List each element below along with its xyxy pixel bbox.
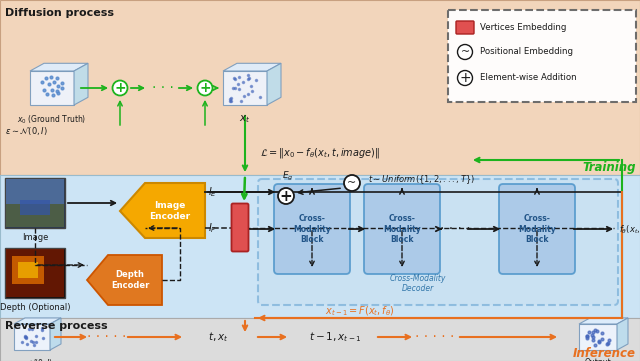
Text: Training: Training	[582, 161, 636, 174]
Text: Inference: Inference	[573, 347, 636, 360]
FancyBboxPatch shape	[232, 204, 248, 252]
Bar	[18, 262, 38, 278]
Text: · · ·: · · ·	[152, 81, 174, 95]
Circle shape	[344, 175, 360, 191]
Text: · · · ·: · · · ·	[440, 222, 470, 236]
Circle shape	[278, 188, 294, 204]
Text: Diffusion process: Diffusion process	[5, 8, 114, 18]
Text: Output: Output	[584, 358, 611, 361]
Text: Cross-Modality
Decoder: Cross-Modality Decoder	[390, 274, 446, 293]
FancyBboxPatch shape	[258, 179, 618, 305]
Text: $\mathcal{L} = \|x_0 - f_\theta(x_t,t,image)\|$: $\mathcal{L} = \|x_0 - f_\theta(x_t,t,im…	[260, 146, 380, 160]
Text: ~: ~	[348, 178, 356, 188]
Bar	[6, 179, 64, 204]
Text: $t-1, x_{t-1}$: $t-1, x_{t-1}$	[308, 330, 362, 344]
Text: +: +	[459, 71, 471, 86]
Polygon shape	[74, 63, 88, 105]
FancyBboxPatch shape	[456, 21, 474, 34]
Bar	[12, 256, 44, 284]
Text: +: +	[199, 81, 211, 95]
Text: $x_T\sim\mathcal{N}(0,I)$: $x_T\sim\mathcal{N}(0,I)$	[10, 358, 54, 361]
Circle shape	[198, 81, 212, 96]
Text: $\epsilon$$\sim$$\mathcal{N}(0,I)$: $\epsilon$$\sim$$\mathcal{N}(0,I)$	[5, 125, 48, 137]
Bar	[0, 175, 640, 318]
Text: $x_t$: $x_t$	[239, 113, 251, 125]
FancyBboxPatch shape	[364, 184, 440, 274]
Text: Depth (Optional): Depth (Optional)	[0, 303, 70, 312]
Text: ~: ~	[460, 47, 470, 57]
Text: $t, x_t$: $t, x_t$	[208, 330, 228, 344]
Bar	[20, 200, 50, 215]
FancyBboxPatch shape	[448, 10, 636, 102]
Polygon shape	[223, 71, 267, 105]
Polygon shape	[267, 63, 281, 105]
Text: Cross-
Modality
Block: Cross- Modality Block	[293, 214, 331, 244]
FancyBboxPatch shape	[274, 184, 350, 274]
Text: Depth
Encoder: Depth Encoder	[111, 270, 149, 290]
Polygon shape	[14, 318, 61, 324]
Text: Image
Encoder: Image Encoder	[149, 201, 191, 221]
Bar	[5, 248, 65, 298]
Text: $I_E$: $I_E$	[208, 185, 217, 199]
Polygon shape	[30, 63, 88, 71]
Text: Reverse process: Reverse process	[5, 321, 108, 331]
Bar	[0, 0, 640, 175]
Polygon shape	[223, 63, 281, 71]
Text: · · · · ·: · · · · ·	[87, 330, 127, 344]
Text: $x_{t-1} = F(x_t, f_\theta)$: $x_{t-1} = F(x_t, f_\theta)$	[325, 304, 395, 318]
Text: $E_g$: $E_g$	[282, 170, 294, 183]
Circle shape	[458, 44, 472, 60]
Text: Positional Embedding: Positional Embedding	[480, 48, 573, 57]
Bar	[6, 204, 64, 227]
Polygon shape	[50, 318, 61, 350]
Text: Vertices Embedding: Vertices Embedding	[480, 23, 566, 32]
Polygon shape	[579, 318, 628, 324]
Polygon shape	[30, 71, 74, 105]
Text: Image: Image	[22, 233, 48, 242]
Text: $t\sim Uniform(\{1,2,...,T\})$: $t\sim Uniform(\{1,2,...,T\})$	[368, 174, 475, 186]
Bar	[6, 249, 64, 297]
Bar	[5, 178, 65, 228]
Text: $I_F$: $I_F$	[208, 221, 217, 235]
Text: $x_0$ (Ground Truth): $x_0$ (Ground Truth)	[17, 113, 86, 126]
Text: +: +	[114, 81, 126, 95]
Text: · · · · ·: · · · · ·	[415, 330, 454, 344]
Polygon shape	[579, 324, 617, 350]
FancyBboxPatch shape	[499, 184, 575, 274]
Polygon shape	[120, 183, 205, 238]
Text: +: +	[280, 189, 292, 204]
Circle shape	[113, 81, 127, 96]
Text: Cross-
Modality
Block: Cross- Modality Block	[518, 214, 556, 244]
Polygon shape	[87, 255, 162, 305]
Polygon shape	[14, 324, 50, 350]
Text: Element-wise Addition: Element-wise Addition	[480, 74, 577, 83]
Text: $f_\theta(x_t, t, image)$: $f_\theta(x_t, t, image)$	[619, 222, 640, 235]
Bar	[0, 318, 640, 361]
Polygon shape	[617, 318, 628, 350]
Text: Cross-
Modality
Block: Cross- Modality Block	[383, 214, 421, 244]
Circle shape	[458, 70, 472, 86]
